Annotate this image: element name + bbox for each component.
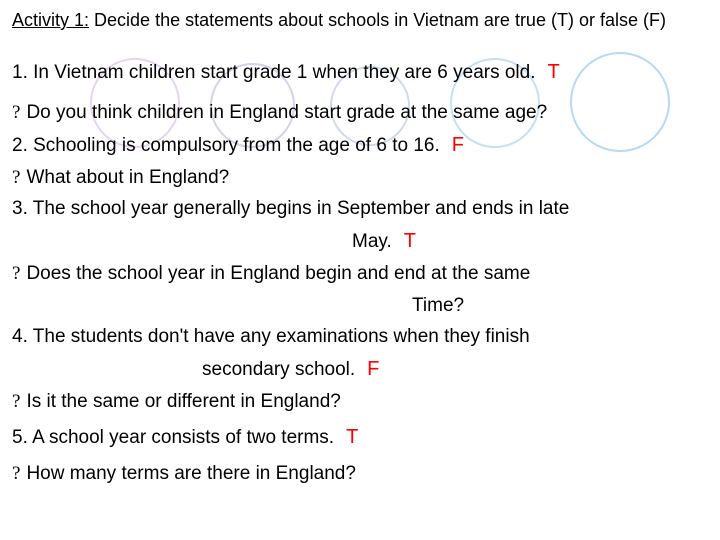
question-1: ?Do you think children in England start … [12,100,708,126]
bullet-icon: ? [12,463,20,484]
answer-4: F [367,358,379,380]
answer-5: T [346,426,358,448]
bullet-icon: ? [12,391,20,412]
answer-1: T [548,61,560,83]
question-3-cont: Time? [12,293,708,319]
question-3: ?Does the school year in England begin a… [12,261,708,287]
bullet-icon: ? [12,167,20,188]
question-5: ?How many terms are there in England? [12,461,708,487]
statement-4-cont: secondary school.F [12,356,708,383]
bullet-icon: ? [12,102,20,123]
activity-label: Activity 1: [12,10,89,30]
statement-1: 1. In Vietnam children start grade 1 whe… [12,59,708,86]
activity-title: Activity 1: Decide the statements about … [12,10,708,31]
bullet-icon: ? [12,263,20,284]
answer-3: T [404,230,416,252]
statement-3: 3. The school year generally begins in S… [12,196,708,222]
answer-2: F [452,134,464,156]
statement-2: 2. Schooling is compulsory from the age … [12,132,708,159]
question-2: ?What about in England? [12,165,708,191]
question-4: ?Is it the same or different in England? [12,389,708,415]
statement-5: 5. A school year consists of two terms.T [12,424,708,451]
activity-instruction: Decide the statements about schools in V… [89,10,666,30]
statement-3-cont: May.T [12,228,708,255]
statement-4: 4. The students don't have any examinati… [12,324,708,350]
